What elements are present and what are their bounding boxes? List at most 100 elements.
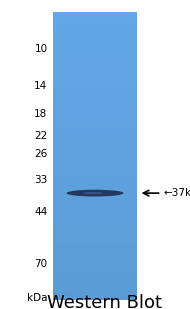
Bar	[53, 269, 137, 271]
Bar	[53, 294, 137, 295]
Bar	[53, 229, 137, 231]
Bar	[53, 258, 137, 260]
Bar	[53, 211, 137, 212]
Bar	[53, 117, 137, 119]
Bar	[53, 245, 137, 247]
Bar	[53, 183, 137, 185]
Bar	[53, 293, 137, 294]
Bar	[53, 182, 137, 183]
Bar	[53, 19, 137, 21]
Bar	[53, 70, 137, 71]
Bar	[53, 17, 137, 18]
Bar	[53, 67, 137, 68]
Bar	[53, 239, 137, 241]
Bar	[53, 51, 137, 53]
Bar	[53, 145, 137, 146]
Bar	[53, 101, 137, 103]
Bar	[53, 104, 137, 106]
Bar	[53, 83, 137, 84]
Bar	[53, 37, 137, 38]
Bar	[53, 123, 137, 125]
Bar	[53, 77, 137, 78]
Bar	[53, 287, 137, 288]
Bar	[53, 202, 137, 203]
Bar	[53, 109, 137, 110]
Bar	[53, 100, 137, 101]
Bar	[53, 291, 137, 293]
Bar	[53, 284, 137, 286]
Text: 14: 14	[34, 81, 48, 91]
Ellipse shape	[66, 190, 124, 197]
Bar	[53, 142, 137, 143]
Bar	[53, 40, 137, 41]
Bar	[53, 252, 137, 254]
Bar	[53, 195, 137, 196]
Bar	[53, 81, 137, 83]
Bar	[53, 54, 137, 55]
Bar	[53, 68, 137, 70]
Bar	[53, 282, 137, 284]
Bar	[53, 264, 137, 265]
Bar	[53, 132, 137, 133]
Bar	[53, 169, 137, 171]
Bar	[53, 228, 137, 229]
Bar	[53, 134, 137, 136]
Bar	[53, 160, 137, 162]
Bar	[53, 215, 137, 216]
Bar	[53, 261, 137, 262]
Bar	[53, 186, 137, 188]
Bar	[53, 281, 137, 282]
Bar	[53, 150, 137, 152]
Bar	[53, 185, 137, 186]
Bar	[53, 84, 137, 86]
Bar	[53, 286, 137, 287]
Bar	[53, 260, 137, 261]
Bar	[53, 221, 137, 222]
Bar	[53, 58, 137, 60]
Bar	[53, 86, 137, 87]
Bar	[53, 107, 137, 109]
Bar	[53, 290, 137, 291]
Ellipse shape	[83, 192, 103, 194]
Bar	[53, 127, 137, 129]
Bar	[53, 201, 137, 202]
Bar	[53, 191, 137, 192]
Bar	[53, 271, 137, 273]
Bar	[53, 255, 137, 256]
Bar	[53, 113, 137, 114]
Bar	[53, 147, 137, 149]
Text: kDa: kDa	[27, 293, 48, 303]
Bar	[53, 153, 137, 154]
Bar	[53, 130, 137, 132]
Bar	[53, 125, 137, 126]
Bar	[53, 273, 137, 274]
Bar	[53, 298, 137, 300]
Bar	[53, 12, 137, 14]
Bar	[53, 66, 137, 67]
Bar	[53, 139, 137, 140]
Bar	[53, 178, 137, 179]
Text: 10: 10	[34, 44, 48, 54]
Bar	[53, 31, 137, 32]
Bar	[53, 149, 137, 150]
Bar	[53, 87, 137, 88]
Bar	[53, 251, 137, 252]
Bar	[53, 112, 137, 113]
Bar	[53, 166, 137, 167]
Text: 70: 70	[34, 259, 48, 269]
Bar	[53, 78, 137, 80]
Bar	[53, 48, 137, 50]
Bar	[53, 126, 137, 127]
Text: ←37kDa: ←37kDa	[163, 188, 190, 198]
Bar	[53, 94, 137, 96]
Bar	[53, 76, 137, 77]
Bar	[53, 140, 137, 142]
Bar	[53, 119, 137, 120]
Bar	[53, 206, 137, 208]
Bar	[53, 196, 137, 198]
Bar	[53, 143, 137, 145]
Bar	[53, 180, 137, 182]
Bar	[53, 74, 137, 76]
Text: 33: 33	[34, 176, 48, 185]
Bar	[53, 288, 137, 290]
